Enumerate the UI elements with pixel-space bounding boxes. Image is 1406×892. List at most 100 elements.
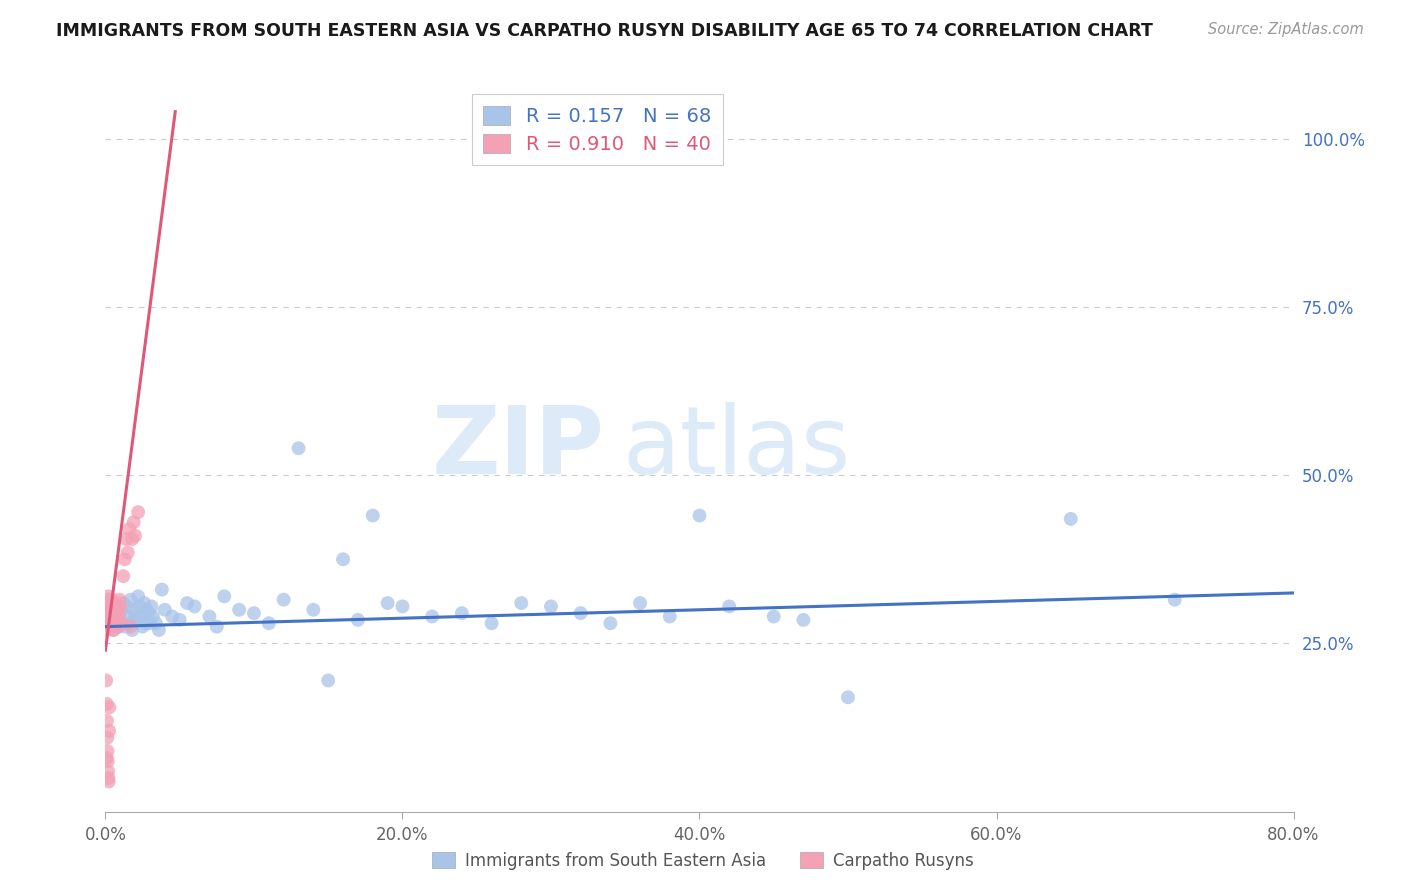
Point	[302, 603, 325, 617]
Point	[450, 606, 472, 620]
Point	[105, 613, 128, 627]
Legend: R = 0.157   N = 68, R = 0.910   N = 40: R = 0.157 N = 68, R = 0.910 N = 40	[471, 95, 723, 165]
Point	[121, 532, 143, 546]
Point	[141, 599, 163, 614]
Point	[718, 599, 741, 614]
Point	[101, 599, 124, 614]
Point	[377, 596, 399, 610]
Point	[96, 714, 118, 728]
Point	[599, 616, 621, 631]
Point	[98, 596, 121, 610]
Point	[150, 582, 173, 597]
Point	[108, 609, 131, 624]
Point	[98, 606, 121, 620]
Point	[121, 623, 143, 637]
Point	[96, 697, 118, 711]
Point	[103, 603, 125, 617]
Point	[257, 616, 280, 631]
Point	[132, 596, 155, 610]
Point	[112, 569, 135, 583]
Text: ZIP: ZIP	[432, 402, 605, 494]
Point	[361, 508, 384, 523]
Point	[114, 552, 136, 566]
Point	[117, 609, 139, 624]
Point	[101, 606, 124, 620]
Point	[128, 599, 150, 614]
Point	[103, 609, 125, 624]
Point	[243, 606, 266, 620]
Point	[97, 771, 120, 785]
Point	[101, 616, 124, 631]
Point	[96, 613, 118, 627]
Point	[129, 609, 152, 624]
Point	[97, 609, 120, 624]
Point	[131, 619, 153, 633]
Point	[837, 690, 859, 705]
Point	[105, 603, 128, 617]
Point	[100, 613, 122, 627]
Point	[145, 616, 167, 631]
Point	[135, 616, 157, 631]
Point	[391, 599, 413, 614]
Point	[689, 508, 711, 523]
Point	[96, 744, 118, 758]
Point	[111, 616, 134, 631]
Point	[287, 442, 309, 455]
Point	[138, 606, 160, 620]
Point	[96, 623, 118, 637]
Point	[107, 619, 129, 633]
Point	[100, 609, 122, 624]
Point	[125, 613, 148, 627]
Point	[162, 609, 184, 624]
Point	[628, 596, 651, 610]
Point	[420, 609, 443, 624]
Point	[110, 599, 132, 614]
Point	[120, 619, 142, 633]
Point	[100, 592, 122, 607]
Point	[97, 590, 120, 604]
Point	[108, 619, 131, 633]
Point	[1164, 592, 1187, 607]
Point	[510, 596, 533, 610]
Point	[136, 603, 159, 617]
Point	[98, 700, 121, 714]
Text: Source: ZipAtlas.com: Source: ZipAtlas.com	[1208, 22, 1364, 37]
Point	[122, 603, 145, 617]
Point	[122, 516, 145, 530]
Legend: Immigrants from South Eastern Asia, Carpatho Rusyns: Immigrants from South Eastern Asia, Carp…	[426, 846, 980, 877]
Point	[111, 616, 134, 631]
Text: atlas: atlas	[623, 402, 851, 494]
Point	[98, 619, 121, 633]
Point	[98, 723, 121, 738]
Point	[100, 603, 122, 617]
Point	[98, 599, 121, 614]
Point	[139, 616, 162, 631]
Point	[540, 599, 562, 614]
Point	[96, 673, 118, 688]
Point	[316, 673, 339, 688]
Point	[118, 616, 141, 631]
Point	[96, 603, 118, 617]
Point	[97, 592, 120, 607]
Point	[117, 545, 139, 559]
Point	[97, 774, 120, 789]
Point	[108, 592, 131, 607]
Point	[104, 616, 127, 631]
Point	[104, 596, 127, 610]
Point	[97, 764, 120, 779]
Point	[101, 623, 124, 637]
Point	[176, 596, 198, 610]
Point	[115, 599, 138, 614]
Point	[183, 599, 205, 614]
Point	[98, 613, 121, 627]
Point	[153, 603, 176, 617]
Point	[127, 590, 149, 604]
Point	[481, 616, 503, 631]
Text: IMMIGRANTS FROM SOUTH EASTERN ASIA VS CARPATHO RUSYN DISABILITY AGE 65 TO 74 COR: IMMIGRANTS FROM SOUTH EASTERN ASIA VS CA…	[56, 22, 1153, 40]
Point	[110, 606, 132, 620]
Point	[105, 603, 128, 617]
Point	[142, 609, 165, 624]
Point	[148, 623, 170, 637]
Point	[115, 532, 138, 546]
Point	[169, 613, 191, 627]
